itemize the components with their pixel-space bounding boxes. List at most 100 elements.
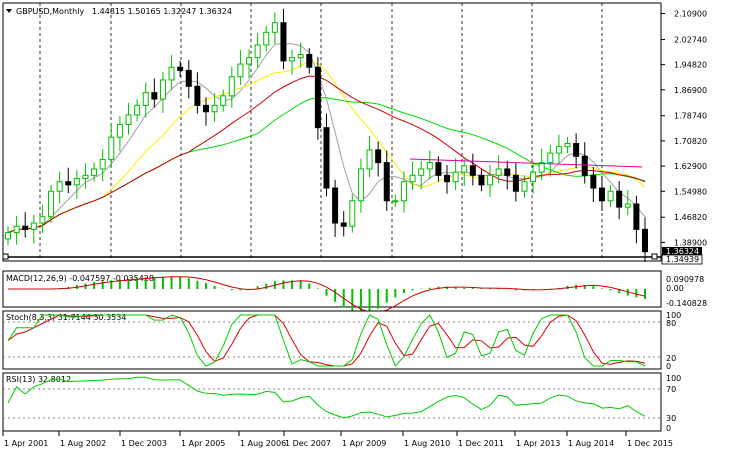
candle-bear	[598, 187, 605, 202]
stoch-tick-0: 0	[666, 362, 671, 371]
candle-bull	[246, 57, 253, 65]
price-tick-label: 2.10900	[674, 9, 707, 18]
candle-bull	[452, 171, 459, 183]
candle-bear	[512, 174, 519, 192]
time-tick-label: 1 Aug 2010	[404, 439, 450, 448]
candle-bull	[82, 174, 89, 180]
candle-bull	[228, 76, 235, 97]
candle-bull	[237, 63, 244, 78]
candle-bull	[108, 136, 115, 160]
level-handle-right[interactable]	[651, 253, 658, 260]
candle-bear	[306, 54, 313, 68]
symbol-title: GBPUSD,Monthly	[16, 7, 84, 16]
candle-bull	[607, 190, 614, 202]
candle-bull	[555, 146, 562, 154]
price-tick-label: 2.02740	[674, 35, 707, 44]
time-axis: 1 Apr 2001 1 Aug 2002 1 Dec 2003 1 Apr 2005…	[2, 431, 673, 448]
candle-bull	[349, 200, 356, 227]
candle-bear	[581, 155, 588, 176]
candle-bull	[392, 200, 399, 203]
current-price-box	[662, 247, 702, 256]
candle-bear	[504, 168, 511, 176]
candle-bull	[521, 181, 528, 192]
moving-averages	[7, 43, 646, 234]
rsi-tick-0: 0	[666, 424, 671, 433]
candle-bull	[487, 174, 494, 186]
collapse-triangle-icon[interactable]	[6, 9, 12, 13]
macd-tick-bottom: -0.140828	[666, 299, 707, 308]
rsi-panel[interactable]	[2, 372, 662, 432]
candle-bear	[332, 187, 339, 224]
stoch-tick-20: 20	[666, 354, 676, 363]
price-panel[interactable]	[2, 2, 662, 262]
trend-line-pink[interactable]	[409, 158, 643, 168]
candle-bull	[366, 149, 373, 170]
candle-bull	[99, 158, 106, 170]
stoch-main-line	[7, 314, 646, 367]
rsi-tick-100: 100	[666, 374, 681, 383]
candle-bull	[254, 44, 261, 59]
candle-bull	[426, 162, 433, 170]
candle-bull	[297, 54, 304, 59]
candle-bull	[56, 181, 63, 192]
time-tick-label: 1 Dec 2011	[458, 439, 504, 448]
price-tick-label: 1.94820	[674, 61, 707, 70]
time-tick-label: 1 Aug 2002	[60, 439, 106, 448]
current-price-label: 1.36324	[666, 247, 699, 256]
candle-bear	[478, 174, 485, 186]
level-price-label: 1.34939	[666, 255, 699, 264]
price-tick-label: 1.70820	[674, 137, 707, 146]
candle-bull	[116, 123, 123, 138]
candle-bear	[314, 66, 321, 129]
candles	[5, 8, 648, 262]
candle-bear	[633, 203, 640, 230]
level-handle-left[interactable]	[2, 253, 9, 260]
candle-bear	[444, 174, 451, 183]
candle-bear	[590, 174, 597, 189]
stoch-panel[interactable]	[2, 310, 662, 370]
candle-bull	[220, 95, 227, 106]
rsi-tick-30: 30	[666, 414, 676, 423]
macd-title: MACD(12,26,9) -0.047597 -0.035428	[6, 274, 154, 283]
candle-bull	[624, 203, 631, 208]
rsi-title: RSI(13) 32.8012	[6, 375, 71, 384]
candle-bull	[48, 190, 55, 218]
candle-bear	[323, 127, 330, 189]
candle-bull	[564, 143, 571, 148]
price-tick-label: 1.86900	[674, 86, 707, 95]
candle-bull	[30, 222, 37, 230]
rsi-line	[7, 376, 646, 419]
candle-bull	[547, 152, 554, 164]
candle-bear	[22, 225, 29, 230]
level-price-box	[661, 254, 703, 265]
time-tick-label: 1 Aug 2006	[240, 439, 286, 448]
candle-bull	[134, 104, 141, 116]
candle-bull	[263, 31, 270, 46]
candle-bear	[185, 69, 192, 87]
candle-bull	[271, 22, 278, 33]
time-tick-label: 1 Apr 2005	[181, 439, 225, 448]
time-tick-label: 1 Dec 2003	[121, 439, 167, 448]
candle-bull	[495, 168, 502, 176]
time-tick-label: 1 Aug 2014	[568, 439, 614, 448]
candle-bull	[461, 165, 468, 173]
macd-signal-line	[8, 276, 646, 314]
candle-bear	[469, 165, 476, 176]
price-tick-label: 1.78740	[674, 112, 707, 121]
candle-bear	[573, 143, 580, 157]
macd-tick-top: 0.090978	[666, 275, 704, 284]
candle-bear	[65, 181, 72, 186]
candle-bull	[73, 178, 80, 186]
candle-bear	[280, 22, 287, 62]
price-axis: 2.10900 2.02740 1.94820 1.86900 1.78740 1.708…	[661, 9, 707, 247]
time-tick-label: 1 Apr 2001	[4, 439, 48, 448]
stoch-title: Stoch(8,3,3) 31.7144 30.3534	[6, 313, 126, 322]
time-tick-label: 1 Dec 2007	[285, 439, 331, 448]
candle-bull	[125, 114, 132, 125]
candle-bull	[357, 168, 364, 202]
rsi-tick-70: 70	[666, 385, 676, 394]
candle-bull	[400, 181, 407, 202]
ohlc-values: 1.44815 1.50165 1.32247 1.36324	[92, 7, 232, 16]
candle-bull	[538, 162, 545, 173]
